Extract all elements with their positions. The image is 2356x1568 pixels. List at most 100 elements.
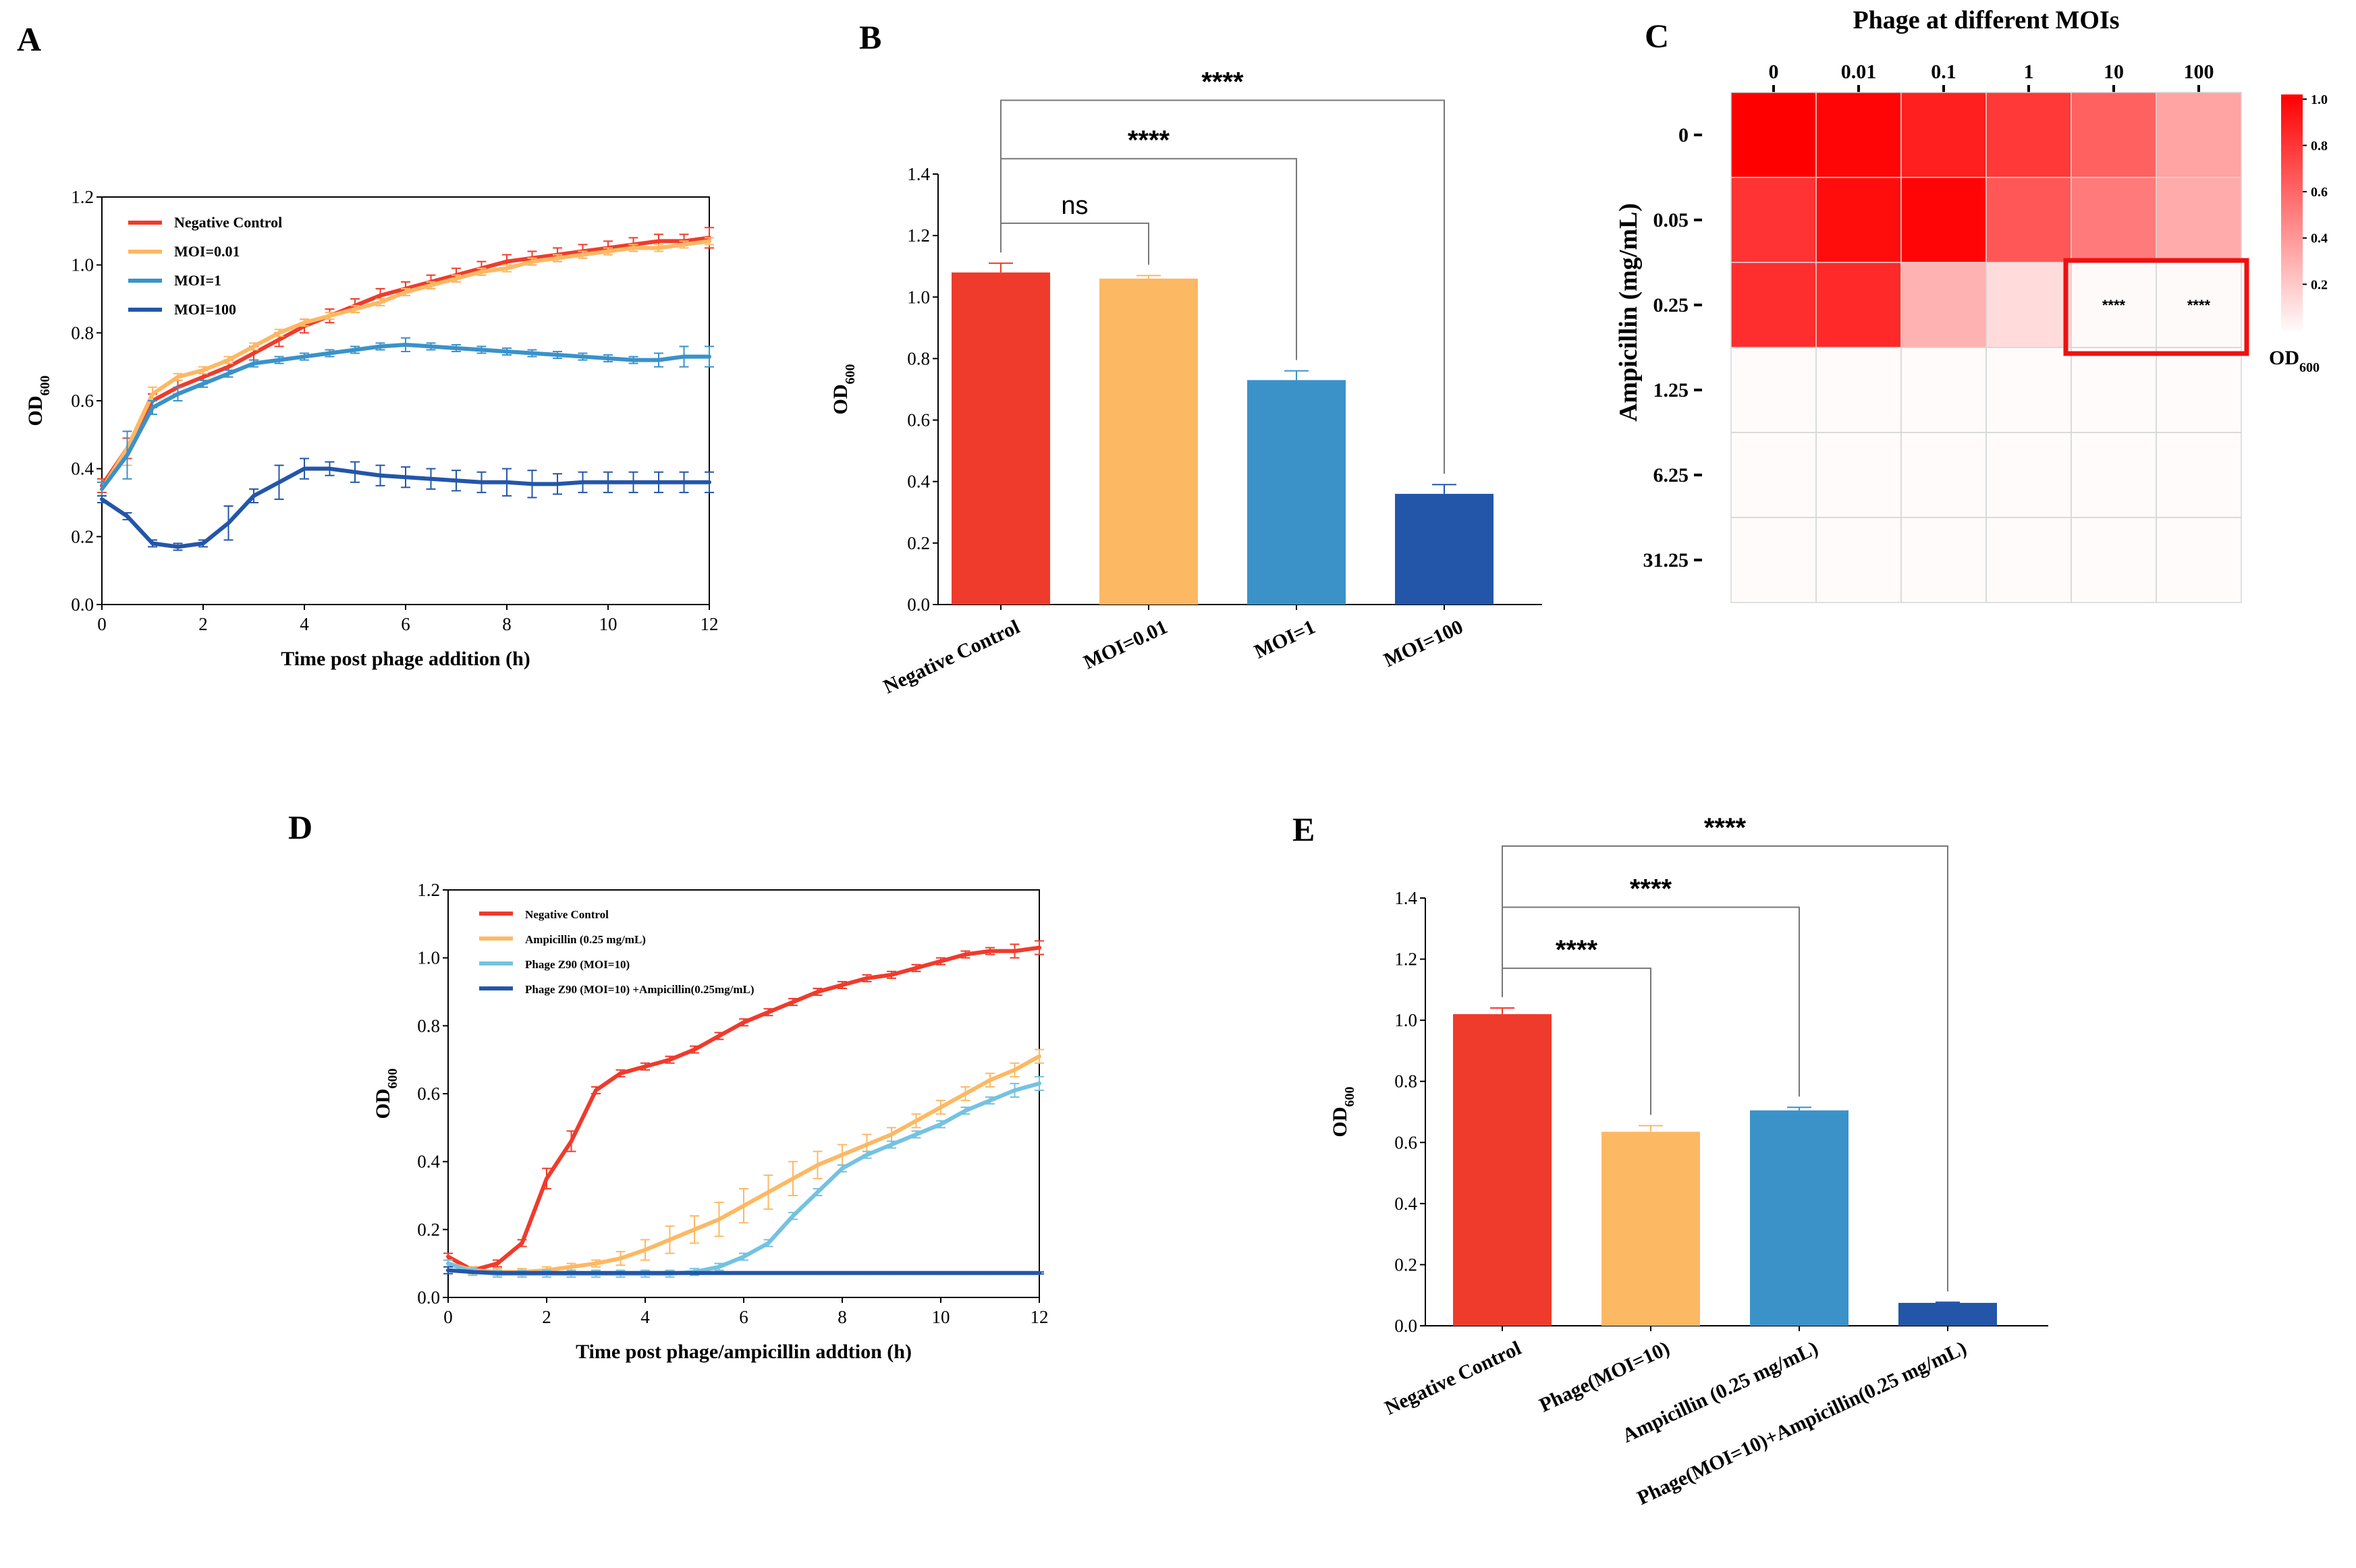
- bar: [1601, 1131, 1700, 1326]
- series-line-2: [446, 1054, 1041, 1275]
- y-tick-label: 0.8: [907, 348, 930, 368]
- legend-label: MOI=1: [174, 272, 221, 289]
- row-label: 0: [1678, 124, 1689, 146]
- heatmap-cell: [1730, 432, 1817, 518]
- panel-label-a: A: [17, 20, 41, 58]
- y-axis-title: OD600: [1329, 1087, 1357, 1138]
- significance-label: ****: [1630, 874, 1672, 904]
- y-tick-label: 0.4: [907, 472, 930, 492]
- legend-label: Phage Z90 (MOI=10) +Ampicillin(0.25mg/mL…: [525, 983, 755, 996]
- x-tick-label: 6: [401, 614, 410, 634]
- heatmap-cell: [2071, 177, 2157, 263]
- column-label: 0.1: [1931, 61, 1956, 83]
- x-tick-label: 10: [932, 1307, 950, 1327]
- heatmap-cell: [1730, 92, 1817, 178]
- bar: [1395, 493, 1494, 605]
- y-tick-label: 1.0: [417, 948, 440, 968]
- heatmap-cell: [1730, 177, 1817, 263]
- y-tick-label: 0.0: [71, 594, 94, 615]
- bar: [952, 272, 1050, 605]
- chart-e-combination-bars: 0.0 0.2 0.4 0.6 0.8 1.0 1.2 1.4 OD600 Negative Co…: [1329, 813, 2048, 1509]
- y-tick-label: 0.2: [417, 1219, 440, 1239]
- x-tick-label: 6: [739, 1307, 748, 1327]
- bar: [1453, 1014, 1552, 1326]
- significance-label: ****: [1704, 813, 1747, 843]
- heatmap-y-title: Ampicillin (mg/mL): [1614, 203, 1643, 422]
- y-tick-label: 0.2: [907, 533, 930, 553]
- y-tick-label: 1.0: [71, 255, 94, 275]
- x-axis-title: Time post phage addition (h): [281, 648, 530, 670]
- column-label: 0: [1769, 61, 1779, 83]
- heatmap-cell: [1900, 177, 1987, 263]
- chart-d-combination-curves: 0.0 0.2 0.4 0.6 0.8 1.0 1.2 0 2 4 6 8 10 12 Time post …: [372, 880, 1049, 1363]
- heatmap-title: Phage at different MOIs: [1853, 6, 2119, 34]
- bar: [1099, 278, 1198, 605]
- column-label: 10: [2104, 61, 2124, 83]
- x-axis-title: Time post phage/ampicillin addtion (h): [576, 1341, 912, 1363]
- y-tick-label: 0.4: [1394, 1194, 1417, 1214]
- colorbar-tick-label: 0.8: [2311, 138, 2328, 153]
- colorbar-tick-label: 0.4: [2311, 231, 2328, 246]
- x-category-label: MOI=100: [1380, 615, 1467, 671]
- significance-label: ****: [1128, 125, 1170, 155]
- chart-c-checkerboard-heatmap: Phage at different MOIs 0 0.01 0.1 1 10 100 0 0.…: [1614, 6, 2328, 603]
- y-axis-title: OD600: [829, 364, 858, 415]
- y-tick-label: 1.4: [907, 164, 930, 184]
- panel-label-b: B: [859, 18, 881, 56]
- row-label: 1.25: [1653, 379, 1689, 401]
- legend-label: Negative Control: [174, 214, 282, 231]
- y-tick-label: 1.0: [907, 287, 930, 307]
- y-tick-label: 0.4: [417, 1152, 440, 1172]
- y-tick-label: 1.2: [417, 880, 440, 900]
- panel-label-e: E: [1292, 810, 1315, 848]
- colorbar-tick-label: 0.2: [2311, 277, 2328, 292]
- y-tick-label: 0.8: [1394, 1071, 1417, 1092]
- cell-significance-label: ****: [2187, 297, 2211, 314]
- row-label: 31.25: [1643, 549, 1689, 571]
- heatmap-cell: [1730, 347, 1817, 433]
- significance-bracket: [1502, 845, 1948, 1292]
- x-tick-label: 4: [300, 614, 309, 634]
- x-tick-label: 4: [640, 1307, 650, 1327]
- heatmap-cell: [2156, 432, 2242, 518]
- heatmap-cell: [1985, 177, 2072, 263]
- series-line-3: [446, 1081, 1041, 1276]
- x-tick-label: 12: [701, 614, 719, 634]
- y-axis-title: OD600: [24, 376, 53, 426]
- heatmap-cell: [2071, 432, 2157, 518]
- y-tick-label: 1.2: [907, 225, 930, 246]
- heatmap-cell: [1815, 92, 1902, 178]
- y-tick-label: 0.8: [417, 1015, 440, 1036]
- panel-label-d: D: [288, 808, 312, 846]
- heatmap-cell: [1815, 517, 1902, 603]
- heatmap-cell: [1815, 432, 1902, 518]
- bar: [1750, 1110, 1848, 1326]
- legend-label: Phage Z90 (MOI=10): [525, 958, 630, 971]
- y-tick-label: 0.4: [71, 459, 94, 479]
- x-tick-label: 2: [542, 1307, 551, 1327]
- heatmap-cell: [2156, 347, 2242, 433]
- row-label: 0.25: [1653, 294, 1689, 316]
- heatmap-cell: [1900, 347, 1987, 433]
- heatmap-cell: [1900, 432, 1987, 518]
- legend-label: MOI=100: [174, 301, 236, 318]
- heatmap-cell: [1815, 177, 1902, 263]
- x-category-label: Phage(MOI=10): [1536, 1337, 1673, 1416]
- x-tick-label: 8: [838, 1307, 847, 1327]
- heatmap-cell: [1900, 517, 1987, 603]
- heatmap-cell: [1730, 262, 1817, 348]
- colorbar-title: OD600: [2269, 347, 2320, 375]
- x-tick-label: 12: [1031, 1307, 1049, 1327]
- heatmap-cell: [2071, 347, 2157, 433]
- significance-label: ****: [1556, 935, 1598, 965]
- heatmap-cell: [1985, 92, 2072, 178]
- x-tick-label: 2: [198, 614, 208, 634]
- column-label: 100: [2184, 61, 2214, 83]
- heatmap-cell: [2156, 92, 2242, 178]
- plot-frame: [447, 889, 1040, 1298]
- significance-label: ****: [1201, 67, 1244, 97]
- highlight-box: [2063, 258, 2249, 356]
- bar: [1247, 380, 1346, 605]
- heatmap-cell: [1985, 432, 2072, 518]
